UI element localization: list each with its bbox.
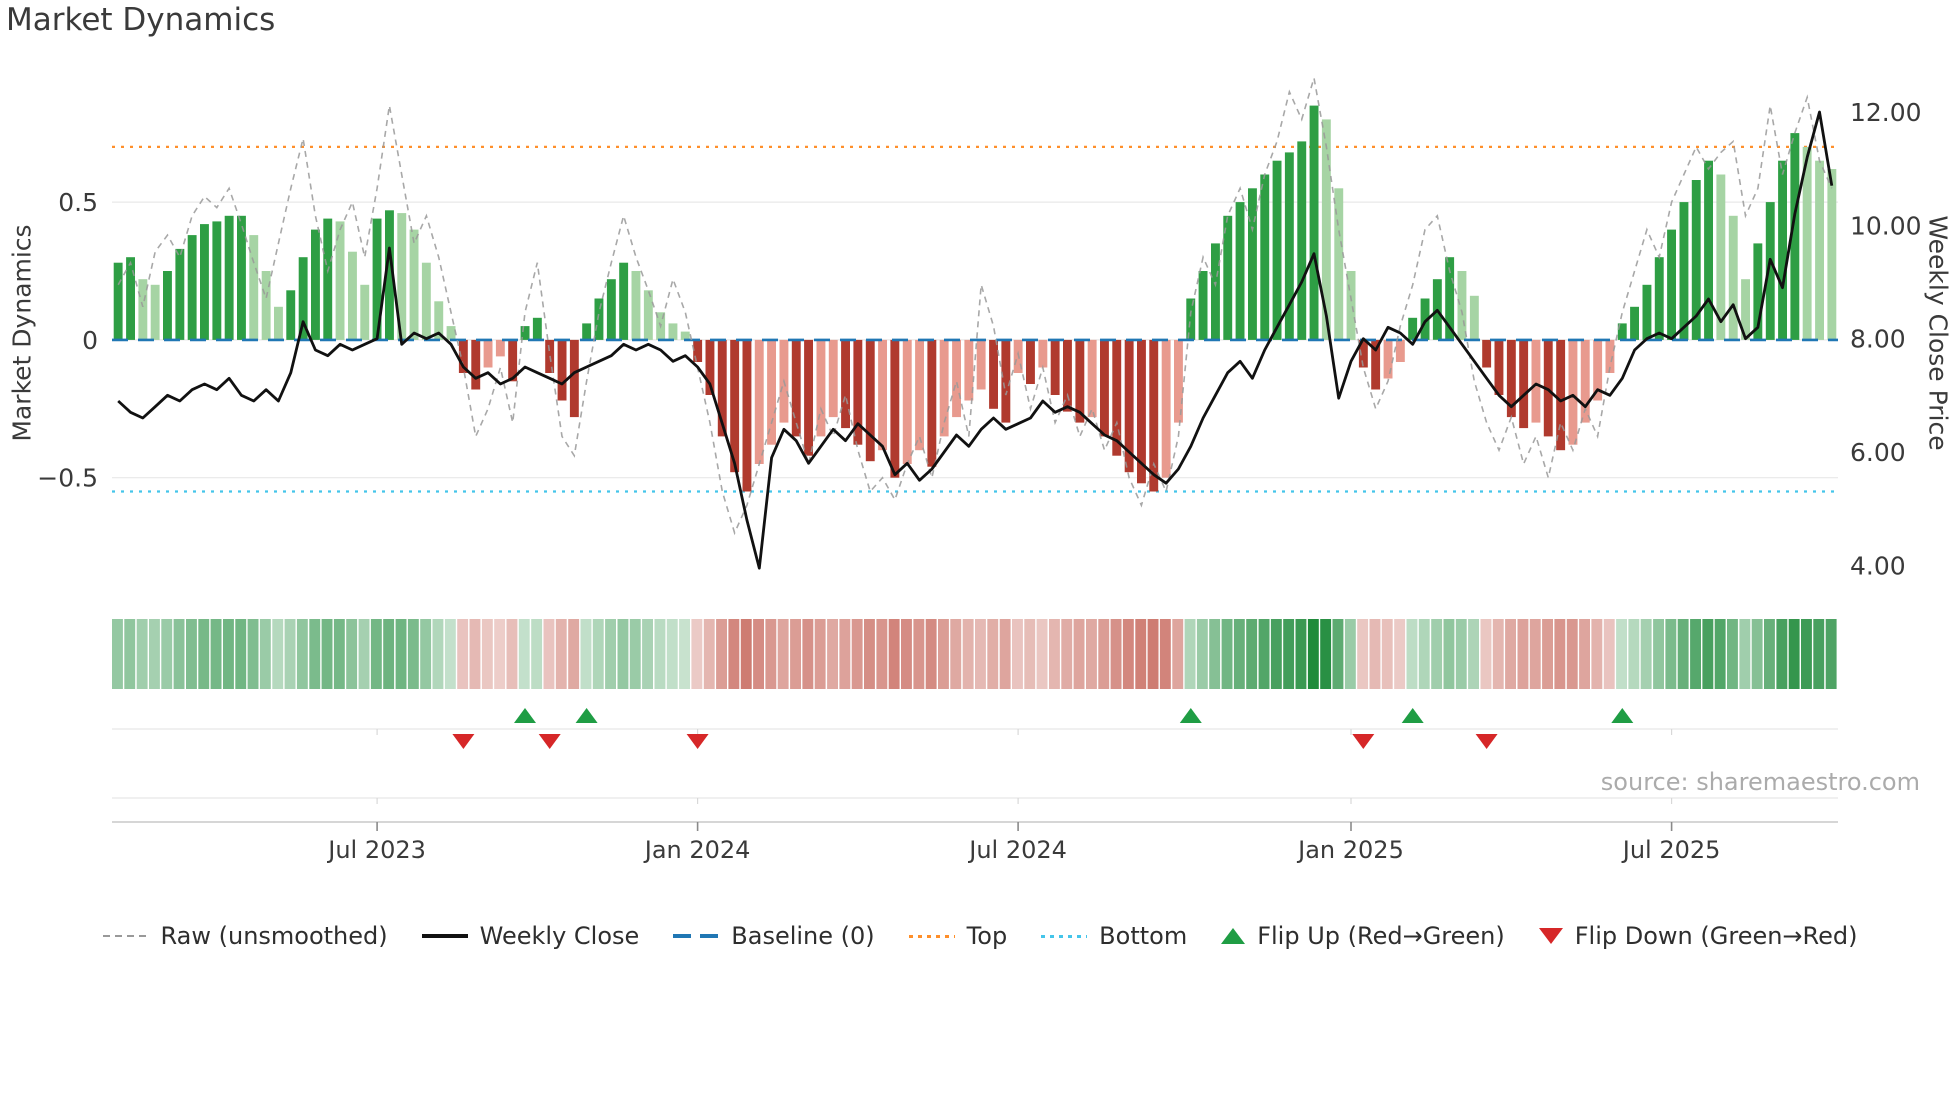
x-tick-label: Jul 2025 — [1621, 836, 1721, 864]
flip-down-triangle-icon — [686, 734, 709, 749]
right-tick-label: 6.00 — [1850, 438, 1906, 467]
source-attribution: source: sharemaestro.com — [1600, 768, 1920, 796]
left-tick-label: 0 — [82, 326, 98, 355]
flip-up-markers — [514, 708, 1634, 723]
right-tick-label: 8.00 — [1850, 325, 1906, 354]
legend-item-flip-up: Flip Up (Red→Green) — [1221, 922, 1505, 950]
x-tick-label: Jan 2025 — [1296, 836, 1404, 864]
right-axis-label: Weekly Close Price — [1923, 215, 1953, 451]
x-tick-label: Jul 2024 — [967, 836, 1067, 864]
raw-line-swatch — [102, 934, 149, 938]
legend-label-weekly-close: Weekly Close — [479, 922, 640, 950]
flip-down-triangle-icon — [1352, 734, 1375, 749]
left-tick-label: −0.5 — [37, 464, 98, 493]
legend-item-baseline: Baseline (0) — [673, 922, 875, 950]
top-line-swatch — [908, 934, 955, 938]
flip-up-triangle-icon — [1221, 928, 1246, 944]
legend-label-flip-up: Flip Up (Red→Green) — [1257, 922, 1505, 950]
right-tick-label: 4.00 — [1850, 551, 1906, 580]
right-tick-label: 12.00 — [1850, 98, 1922, 127]
heatmap-strip — [112, 619, 1837, 689]
legend-item-raw: Raw (unsmoothed) — [102, 922, 388, 950]
left-axis-label: Market Dynamics — [7, 224, 37, 442]
flip-down-triangle-icon — [452, 734, 475, 749]
raw-line — [117, 77, 1833, 536]
legend-label-baseline: Baseline (0) — [731, 922, 875, 950]
x-tick-label: Jan 2024 — [643, 836, 751, 864]
legend-label-raw: Raw (unsmoothed) — [160, 922, 388, 950]
bottom-line-swatch — [1041, 934, 1088, 938]
flip-up-triangle-icon — [1401, 708, 1424, 723]
left-tick-label: 0.5 — [58, 188, 98, 217]
flip-down-triangle-icon — [1538, 928, 1563, 944]
legend-label-bottom: Bottom — [1099, 922, 1188, 950]
legend-item-top: Top — [908, 922, 1008, 950]
chart-legend: Raw (unsmoothed) Weekly Close Baseline (… — [0, 922, 1960, 950]
baseline-swatch — [673, 934, 720, 938]
flip-down-markers — [452, 734, 1498, 749]
legend-item-weekly-close: Weekly Close — [421, 922, 640, 950]
legend-item-bottom: Bottom — [1041, 922, 1187, 950]
legend-item-flip-down: Flip Down (Green→Red) — [1538, 922, 1858, 950]
right-axis-ticks: 4.00 6.00 8.00 10.00 12.00 — [1850, 98, 1922, 580]
flip-down-triangle-icon — [538, 734, 561, 749]
dynamics-bars — [113, 105, 1837, 492]
flip-up-triangle-icon — [1611, 708, 1634, 723]
marker-panel: Jul 2023 Jan 2024 Jul 2024 Jan 2025 Jul 2025 — [112, 728, 1838, 864]
flip-up-triangle-icon — [1179, 708, 1202, 723]
page-title: Market Dynamics — [6, 2, 276, 38]
flip-up-triangle-icon — [575, 708, 598, 723]
right-tick-label: 10.00 — [1850, 211, 1922, 240]
weekly-close-line-swatch — [421, 934, 468, 938]
x-tick-label: Jul 2023 — [326, 836, 426, 864]
left-axis-ticks: 0.5 0 −0.5 — [37, 188, 98, 493]
legend-label-top: Top — [966, 922, 1008, 950]
flip-down-triangle-icon — [1475, 734, 1498, 749]
flip-up-triangle-icon — [514, 708, 536, 723]
weekly-close-line — [117, 110, 1834, 570]
legend-label-flip-down: Flip Down (Green→Red) — [1574, 922, 1858, 950]
